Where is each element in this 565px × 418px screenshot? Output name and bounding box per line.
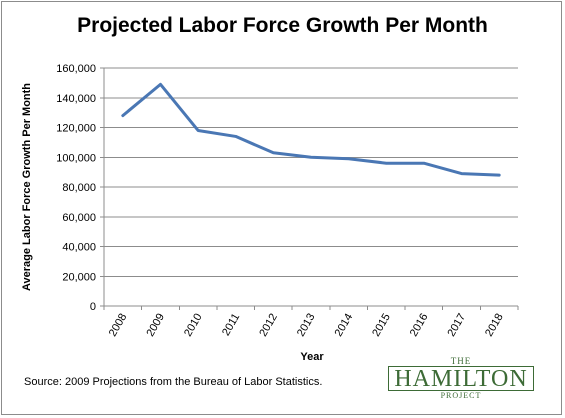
y-tick-label: 0 xyxy=(90,301,96,313)
data-point xyxy=(385,162,388,165)
data-point xyxy=(121,114,124,117)
data-point xyxy=(159,83,162,86)
hamilton-project-logo: THE HAMILTON PROJECT xyxy=(386,356,536,402)
data-point xyxy=(498,174,501,177)
x-tick-label: 2008 xyxy=(107,312,130,339)
y-tick-label: 100,000 xyxy=(56,152,96,164)
y-tick-label: 140,000 xyxy=(56,93,96,105)
x-tick-label: 2009 xyxy=(144,312,167,339)
data-point xyxy=(460,172,463,175)
x-tick-label: 2015 xyxy=(370,312,393,339)
logo-main-text: HAMILTON xyxy=(388,366,534,391)
y-tick-label: 20,000 xyxy=(62,271,96,283)
x-tick-label: 2012 xyxy=(257,312,280,339)
x-axis-title: Year xyxy=(300,351,324,363)
x-tick-label: 2017 xyxy=(446,312,469,339)
y-tick-label: 120,000 xyxy=(56,123,96,135)
y-tick-label: 160,000 xyxy=(56,63,96,75)
y-tick-label: 80,000 xyxy=(62,182,96,194)
logo-bottom-text: PROJECT xyxy=(440,391,482,400)
chart-title: Projected Labor Force Growth Per Month xyxy=(77,14,488,37)
data-point xyxy=(347,157,350,160)
y-tick-label: 40,000 xyxy=(62,242,96,254)
data-point xyxy=(422,162,425,165)
logo-top-text: THE xyxy=(450,356,472,366)
y-tick-label: 60,000 xyxy=(62,212,96,224)
x-tick-label: 2010 xyxy=(182,312,205,339)
data-point xyxy=(310,156,313,159)
data-point xyxy=(272,151,275,154)
data-point xyxy=(197,129,200,132)
source-note: Source: 2009 Projections from the Bureau… xyxy=(24,376,323,388)
x-tick-label: 2011 xyxy=(220,312,242,338)
series-line xyxy=(121,82,501,177)
x-tick-label: 2014 xyxy=(333,312,356,339)
y-axis-title: Average Labor Force Growth Per Month xyxy=(21,83,33,291)
data-point xyxy=(234,135,237,138)
x-tick-label: 2018 xyxy=(483,312,506,339)
x-tick-label: 2013 xyxy=(295,312,318,339)
x-tick-label: 2016 xyxy=(408,312,431,339)
